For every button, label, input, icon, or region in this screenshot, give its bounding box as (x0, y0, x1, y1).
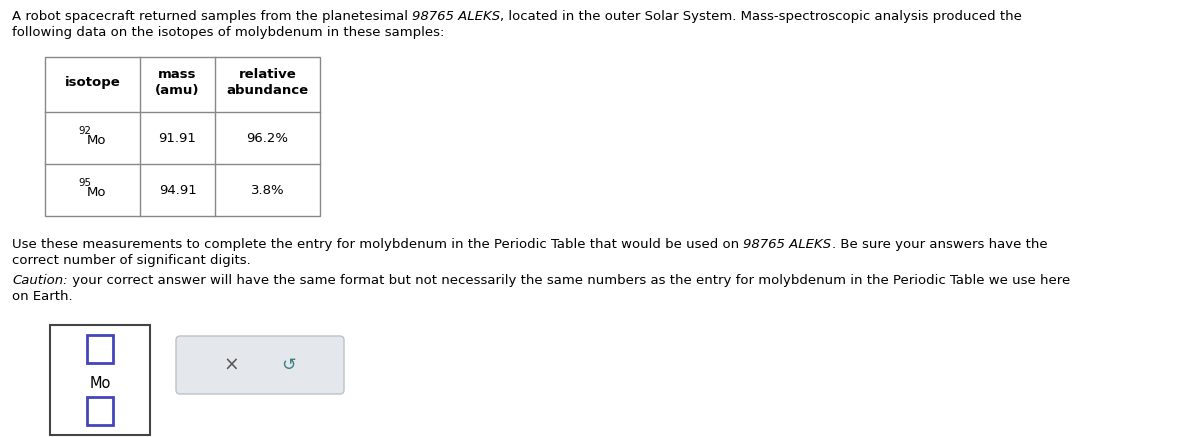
Text: , located in the outer Solar System. Mass-spectroscopic analysis produced the: , located in the outer Solar System. Mas… (500, 10, 1022, 23)
Text: 98765 ALEKS: 98765 ALEKS (743, 238, 832, 251)
Text: . Be sure your answers have the: . Be sure your answers have the (832, 238, 1048, 251)
Text: 3.8%: 3.8% (251, 184, 284, 197)
Text: isotope: isotope (65, 76, 120, 89)
Text: Mo: Mo (86, 133, 107, 146)
Bar (46, 57, 320, 216)
Text: ↺: ↺ (282, 356, 296, 374)
Text: 96.2%: 96.2% (246, 132, 288, 145)
FancyBboxPatch shape (176, 336, 344, 394)
Text: 95: 95 (78, 178, 91, 188)
Text: ×: × (223, 356, 239, 375)
Text: your correct answer will have the same format but not necessarily the same numbe: your correct answer will have the same f… (67, 274, 1070, 287)
Text: Use these measurements to complete the entry for molybdenum in the Periodic Tabl: Use these measurements to complete the e… (12, 238, 743, 251)
Text: A robot spacecraft returned samples from the planetesimal: A robot spacecraft returned samples from… (12, 10, 413, 23)
Text: following data on the isotopes of molybdenum in these samples:: following data on the isotopes of molybd… (12, 26, 444, 39)
Bar (88, 335, 113, 363)
Text: 98765 ALEKS: 98765 ALEKS (413, 10, 500, 23)
Text: on Earth.: on Earth. (12, 290, 73, 303)
Bar (88, 397, 113, 425)
Text: 94.91: 94.91 (158, 184, 197, 197)
Text: 91.91: 91.91 (158, 132, 197, 145)
Text: correct number of significant digits.: correct number of significant digits. (12, 254, 251, 267)
Text: 92: 92 (78, 126, 91, 136)
Text: Caution:: Caution: (12, 274, 67, 287)
Text: mass
(amu): mass (amu) (155, 68, 199, 97)
Bar (50, 325, 150, 435)
Text: Mo: Mo (86, 185, 107, 198)
Text: Mo: Mo (89, 375, 110, 391)
Text: relative
abundance: relative abundance (227, 68, 308, 97)
